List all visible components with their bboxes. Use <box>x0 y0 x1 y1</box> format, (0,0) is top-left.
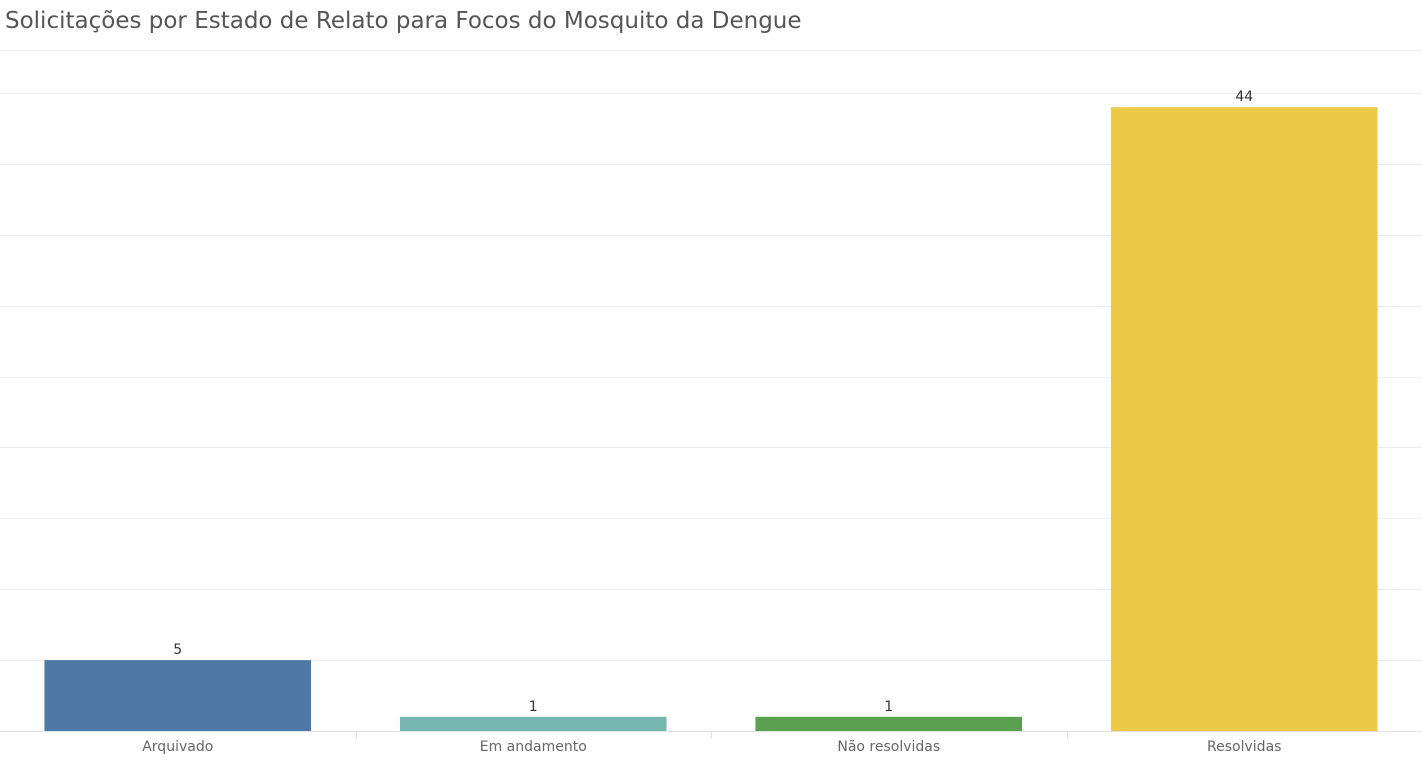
bar-1[interactable] <box>44 660 312 731</box>
bars <box>44 107 1378 731</box>
bar-2[interactable] <box>399 716 667 731</box>
value-label: 5 <box>173 642 182 658</box>
bar-4[interactable] <box>1110 107 1378 731</box>
value-label: 1 <box>884 699 893 715</box>
value-labels: 5 1 1 44 <box>173 89 1253 715</box>
value-label: 44 <box>1235 89 1253 105</box>
x-tick-label: Não resolvidas <box>837 739 940 755</box>
x-tick-label: Arquivado <box>142 739 213 755</box>
chart-title: Solicitações por Estado de Relato para F… <box>5 8 802 34</box>
bar-3[interactable] <box>755 716 1023 731</box>
x-tick-label: Em andamento <box>480 739 587 755</box>
value-label: 1 <box>529 699 538 715</box>
x-tick-label: Resolvidas <box>1207 739 1281 755</box>
x-tick-labels: Arquivado Em andamento Não resolvidas Resol… <box>142 739 1281 755</box>
gridlines <box>0 50 1422 739</box>
